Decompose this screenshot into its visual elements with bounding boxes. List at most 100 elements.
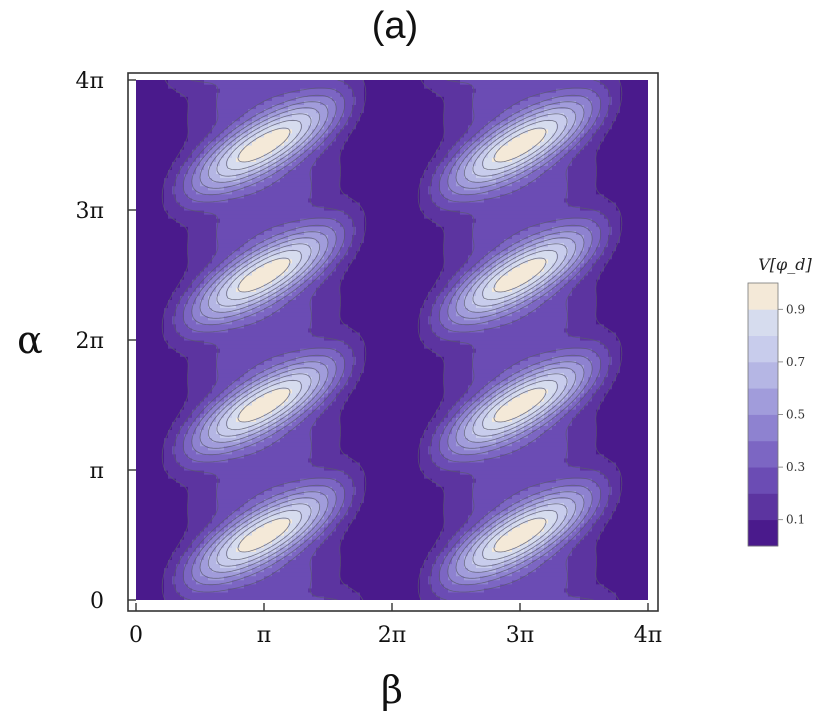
contour-cell	[136, 507, 141, 512]
contour-cell	[136, 161, 141, 166]
contour-cell	[212, 190, 217, 195]
contour-cell	[220, 100, 225, 105]
contour-cell	[136, 551, 141, 556]
contour-cell	[272, 401, 277, 406]
contour-cell	[144, 108, 149, 113]
contour-cell	[168, 100, 173, 105]
contour-cell	[156, 409, 161, 414]
contour-cell	[152, 210, 157, 215]
contour-cell	[200, 238, 205, 243]
contour-cell	[144, 324, 149, 329]
contour-cell	[276, 332, 281, 337]
contour-cell	[220, 291, 225, 296]
contour-cell	[256, 531, 261, 536]
contour-cell	[248, 596, 253, 601]
contour-cell	[236, 88, 241, 93]
contour-cell	[272, 470, 277, 475]
contour-cell	[136, 535, 141, 540]
contour-cell	[168, 251, 173, 256]
contour-cell	[204, 169, 209, 174]
contour-cell	[152, 226, 157, 231]
contour-cell	[204, 385, 209, 390]
contour-cell	[284, 214, 289, 219]
contour-cell	[180, 80, 185, 85]
contour-cell	[144, 498, 149, 503]
contour-cell	[228, 145, 233, 150]
contour-cell	[284, 84, 289, 89]
contour-cell	[196, 137, 201, 142]
contour-cell	[216, 535, 221, 540]
contour-cell	[144, 263, 149, 268]
contour-cell	[192, 247, 197, 252]
contour-cell	[276, 320, 281, 325]
contour-cell	[188, 243, 193, 248]
contour-cell	[212, 563, 217, 568]
contour-cell	[228, 466, 233, 471]
contour-cell	[164, 555, 169, 560]
contour-cell	[224, 356, 229, 361]
contour-cell	[160, 462, 165, 467]
contour-cell	[204, 88, 209, 93]
contour-cell	[184, 214, 189, 219]
contour-cell	[172, 279, 177, 284]
contour-cell	[240, 588, 245, 593]
contour-cell	[288, 450, 293, 455]
contour-cell	[208, 320, 213, 325]
contour-cell	[228, 373, 233, 378]
contour-cell	[208, 145, 213, 150]
contour-cell	[180, 344, 185, 349]
contour-cell	[244, 190, 249, 195]
contour-cell	[204, 490, 209, 495]
contour-cell	[264, 364, 269, 369]
contour-cell	[248, 153, 253, 158]
contour-cell	[156, 498, 161, 503]
contour-cell	[216, 247, 221, 252]
contour-cell	[168, 348, 173, 353]
contour-cell	[272, 340, 277, 345]
contour-cell	[164, 373, 169, 378]
contour-cell	[136, 104, 141, 109]
contour-cell	[252, 466, 257, 471]
contour-cell	[148, 584, 153, 589]
contour-cell	[160, 202, 165, 207]
contour-cell	[136, 182, 141, 187]
contour-cell	[192, 259, 197, 264]
contour-cell	[156, 279, 161, 284]
contour-cell	[208, 466, 213, 471]
contour-cell	[204, 592, 209, 597]
contour-cell	[192, 482, 197, 487]
contour-cell	[172, 145, 177, 150]
contour-cell	[144, 202, 149, 207]
contour-cell	[248, 84, 253, 89]
contour-cell	[160, 551, 165, 556]
contour-cell	[224, 299, 229, 304]
contour-cell	[176, 255, 181, 260]
contour-cell	[196, 486, 201, 491]
contour-cell	[260, 96, 265, 101]
contour-cell	[176, 84, 181, 89]
contour-cell	[148, 182, 153, 187]
contour-cell	[232, 462, 237, 467]
contour-cell	[204, 474, 209, 479]
contour-cell	[136, 145, 141, 150]
contour-cell	[256, 356, 261, 361]
contour-cell	[236, 458, 241, 463]
contour-cell	[228, 161, 233, 166]
contour-cell	[196, 519, 201, 524]
contour-cell	[204, 117, 209, 122]
contour-cell	[280, 336, 285, 341]
contour-cell	[260, 458, 265, 463]
contour-cell	[192, 523, 197, 528]
contour-cell	[144, 275, 149, 280]
contour-cell	[148, 352, 153, 357]
contour-cell	[212, 572, 217, 577]
contour-cell	[152, 368, 157, 373]
contour-cell	[272, 466, 277, 471]
contour-cell	[256, 498, 261, 503]
contour-cell	[208, 462, 213, 467]
contour-cell	[216, 202, 221, 207]
contour-cell	[192, 226, 197, 231]
contour-cell	[188, 332, 193, 337]
contour-cell	[276, 328, 281, 333]
contour-cell	[244, 588, 249, 593]
